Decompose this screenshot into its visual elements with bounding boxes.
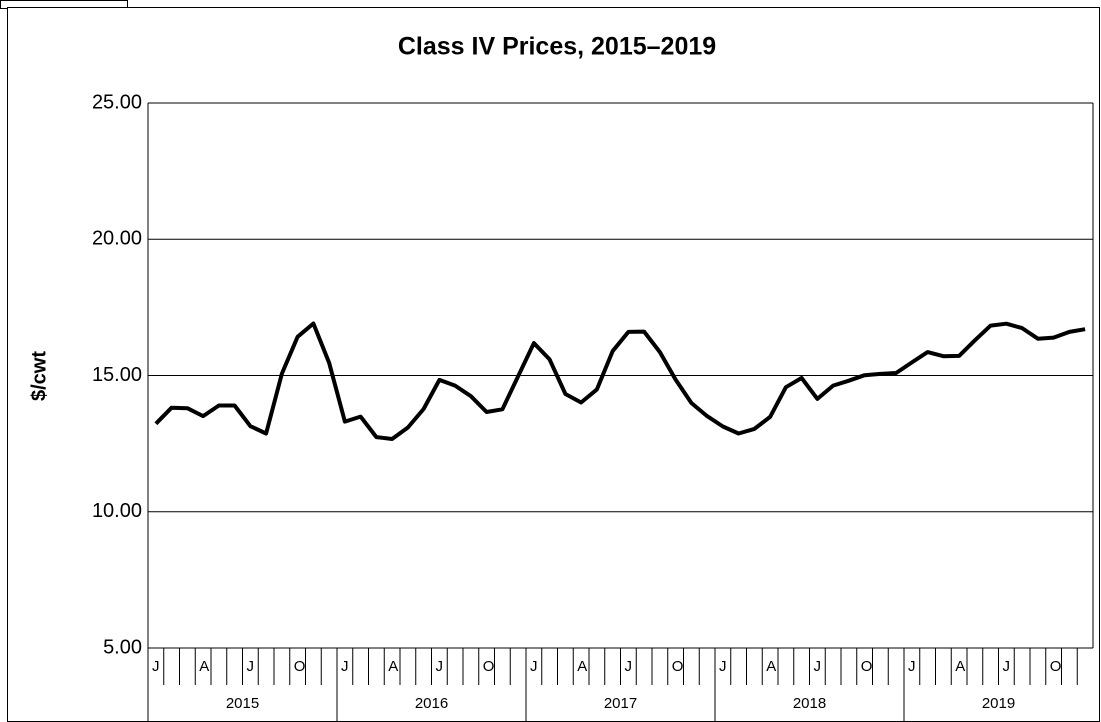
line-series (154, 321, 1086, 441)
x-tick-label: A (199, 658, 209, 675)
x-tick-label: O (1050, 658, 1062, 675)
y-tick-label: 10.00 (92, 500, 142, 522)
x-tick-label: J (908, 658, 916, 675)
year-label: 2015 (226, 695, 259, 712)
y-tick-label: 15.00 (92, 364, 142, 386)
x-tick-label: J (625, 658, 633, 675)
x-tick-label: J (530, 658, 538, 675)
x-tick-label: J (247, 658, 255, 675)
x-tick-label: J (719, 658, 727, 675)
y-axis-label: $/cwt (28, 351, 50, 401)
x-tick-label: J (341, 658, 349, 675)
x-tick-label: J (814, 658, 822, 675)
x-tick-label: A (955, 658, 965, 675)
x-tick-label: A (388, 658, 398, 675)
x-tick-label: A (577, 658, 587, 675)
year-label: 2016 (415, 695, 448, 712)
x-tick-label: A (766, 658, 776, 675)
year-label: 2018 (793, 695, 826, 712)
y-tick-label: 25.00 (92, 91, 142, 113)
x-tick-label: J (152, 658, 160, 675)
x-tick-label: J (436, 658, 444, 675)
x-tick-label: O (861, 658, 873, 675)
y-tick-label: 5.00 (103, 636, 142, 658)
y-tick-label: 20.00 (92, 228, 142, 250)
year-label: 2017 (604, 695, 637, 712)
x-tick-label: O (672, 658, 684, 675)
year-label: 2019 (982, 695, 1015, 712)
x-tick-label: O (483, 658, 495, 675)
chart-title: Class IV Prices, 2015–2019 (398, 33, 716, 61)
x-tick-label: O (294, 658, 306, 675)
x-tick-label: J (1003, 658, 1011, 675)
